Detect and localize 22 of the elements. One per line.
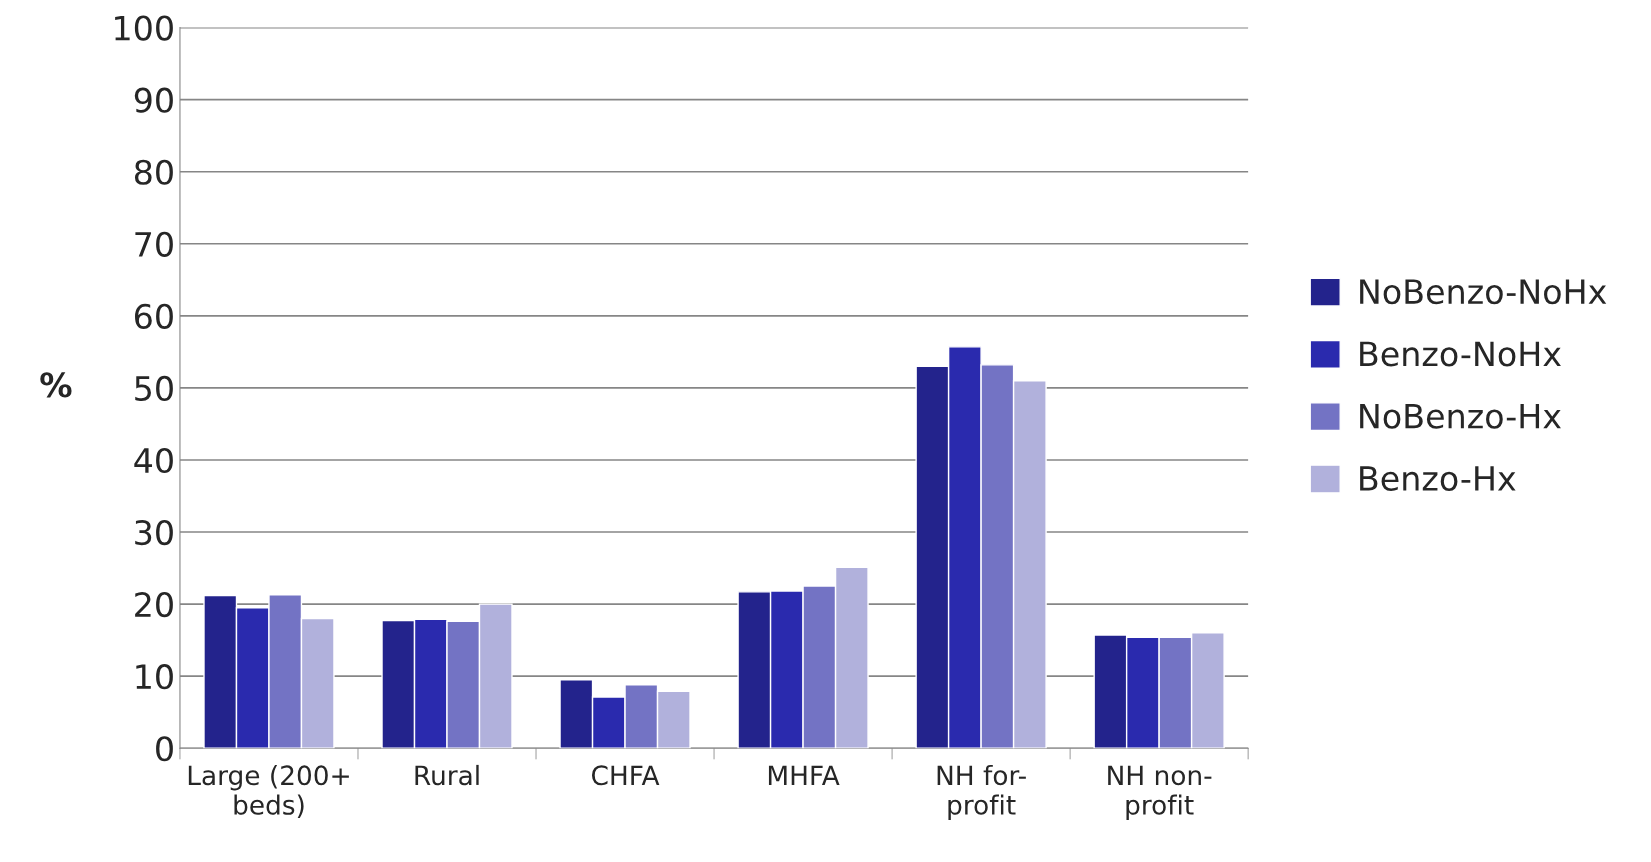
y-tick-label: 40	[134, 447, 173, 474]
y-axis-title: %	[40, 372, 72, 398]
x-tick-label: NH for- profit	[937, 764, 1026, 820]
x-tick-label: NH non- profit	[1108, 765, 1212, 820]
y-tick-label: 20	[135, 592, 173, 618]
y-tick-label: 50	[135, 375, 173, 402]
x-tick-label: MHFA	[768, 765, 840, 785]
legend-label: Benzo-Hx	[1360, 466, 1516, 491]
y-tick-label: 90	[134, 87, 173, 113]
y-tick-label: 100	[115, 15, 173, 41]
legend-label: NoBenzo-Hx	[1360, 403, 1561, 429]
y-tick-label: 30	[135, 519, 173, 546]
legend-label: NoBenzo-NoHx	[1360, 279, 1607, 305]
y-tick-label: 80	[134, 159, 173, 185]
y-tick-label: 0	[156, 736, 173, 762]
legend-label: Benzo-NoHx	[1360, 341, 1561, 367]
x-tick-label: Rural	[415, 764, 479, 786]
x-tick-label: Large (200+ beds)	[188, 764, 349, 818]
y-tick-label: 10	[136, 664, 173, 690]
y-tick-label: 70	[135, 231, 173, 257]
x-tick-label: CHFA	[591, 765, 660, 786]
y-tick-label: 60	[135, 303, 173, 329]
